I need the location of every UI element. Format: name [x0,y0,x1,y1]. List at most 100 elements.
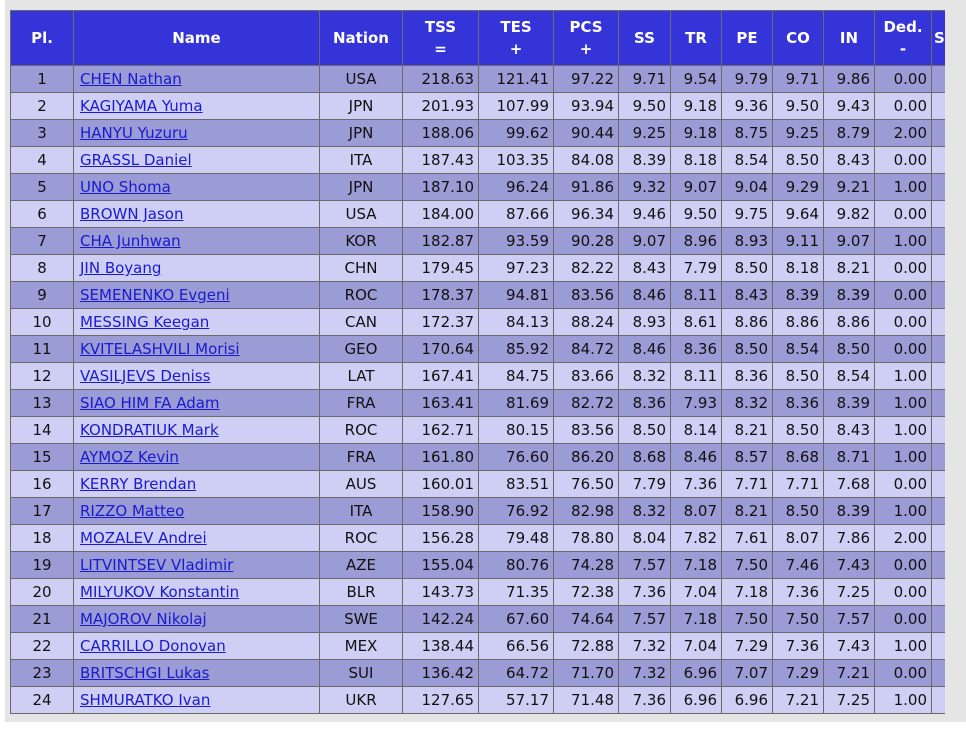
skater-link[interactable]: SIAO HIM FA Adam [80,394,220,412]
in-cell: 8.50 [823,335,875,363]
skater-link[interactable]: KVITELASHVILI Morisi [80,340,240,358]
header-name[interactable]: Name [73,10,320,66]
skater-link[interactable]: MOZALEV Andrei [80,529,207,547]
skater-link[interactable]: BRITSCHGI Lukas [80,664,210,682]
header-tss[interactable]: TSS = [402,10,479,66]
header-deductions[interactable]: Ded. - [874,10,932,66]
rank-cell: 23 [10,659,74,687]
table-row: 7 CHA Junhwan KOR 182.87 93.59 90.28 9.07 8.96 8… [10,227,945,255]
rank-cell: 3 [10,119,74,147]
tss-cell: 188.06 [402,119,479,147]
co-cell: 8.50 [772,362,824,390]
tss-cell: 187.10 [402,173,479,201]
skater-link[interactable]: CHEN Nathan [80,70,182,88]
header-label: PCS [569,18,603,36]
deductions-cell: 0.00 [874,659,932,687]
cut-off-cell [930,254,945,282]
pe-cell: 8.21 [721,416,773,444]
rank-cell: 7 [10,227,74,255]
pcs-cell: 82.98 [553,497,619,525]
ss-cell: 7.32 [618,632,671,660]
skater-link[interactable]: AYMOZ Kevin [80,448,179,466]
header-nation[interactable]: Nation [319,10,403,66]
skater-link[interactable]: LITVINTSEV Vladimir [80,556,234,574]
tss-cell: 155.04 [402,551,479,579]
rank-cell: 24 [10,686,74,714]
table-row: 9 SEMENENKO Evgeni ROC 178.37 94.81 83.56 8.46… [10,281,945,309]
tr-cell: 7.79 [670,254,722,282]
deductions-cell: 0.00 [874,470,932,498]
name-cell: KAGIYAMA Yuma [73,92,320,120]
ss-cell: 8.32 [618,362,671,390]
skater-link[interactable]: MILYUKOV Konstantin [80,583,240,601]
skater-link[interactable]: UNO Shoma [80,178,171,196]
skater-link[interactable]: GRASSL Daniel [80,151,192,169]
co-cell: 8.39 [772,281,824,309]
in-cell: 9.07 [823,227,875,255]
rank-cell: 15 [10,443,74,471]
co-cell: 7.71 [772,470,824,498]
tes-cell: 81.69 [478,389,554,417]
nation-cell: USA [319,65,403,93]
skater-link[interactable]: KAGIYAMA Yuma [80,97,203,115]
in-cell: 8.86 [823,308,875,336]
tr-cell: 8.11 [670,281,722,309]
tr-cell: 8.61 [670,308,722,336]
tr-cell: 9.18 [670,92,722,120]
header-pe[interactable]: PE [721,10,773,66]
cut-off-cell [930,443,945,471]
skater-link[interactable]: HANYU Yuzuru [80,124,188,142]
tss-cell: 127.65 [402,686,479,714]
rank-cell: 19 [10,551,74,579]
tes-cell: 103.35 [478,146,554,174]
nation-cell: SUI [319,659,403,687]
cut-off-cell [930,146,945,174]
co-cell: 8.54 [772,335,824,363]
in-cell: 9.43 [823,92,875,120]
skater-link[interactable]: MAJOROV Nikolaj [80,610,207,628]
skater-link[interactable]: CHA Junhwan [80,232,181,250]
tr-cell: 8.11 [670,362,722,390]
in-cell: 7.25 [823,578,875,606]
header-ss[interactable]: SS [618,10,671,66]
co-cell: 9.11 [772,227,824,255]
header-tr[interactable]: TR [670,10,722,66]
name-cell: SIAO HIM FA Adam [73,389,320,417]
skater-link[interactable]: VASILJEVS Deniss [80,367,211,385]
header-operator: + [509,40,523,58]
tes-cell: 93.59 [478,227,554,255]
ss-cell: 8.93 [618,308,671,336]
name-cell: MESSING Keegan [73,308,320,336]
tes-cell: 79.48 [478,524,554,552]
skater-link[interactable]: KERRY Brendan [80,475,197,493]
header-in[interactable]: IN [823,10,875,66]
skater-link[interactable]: BROWN Jason [80,205,184,223]
table-row: 2 KAGIYAMA Yuma JPN 201.93 107.99 93.94 9.50 9.… [10,92,945,120]
co-cell: 7.50 [772,605,824,633]
skater-link[interactable]: JIN Boyang [80,259,162,277]
skater-link[interactable]: KONDRATIUK Mark [80,421,219,439]
cut-off-cell [930,362,945,390]
skater-link[interactable]: SHMURATKO Ivan [80,691,211,709]
rank-cell: 22 [10,632,74,660]
header-tes[interactable]: TES + [478,10,554,66]
co-cell: 9.25 [772,119,824,147]
skater-link[interactable]: MESSING Keegan [80,313,210,331]
header-pcs[interactable]: PCS + [553,10,619,66]
name-cell: RIZZO Matteo [73,497,320,525]
in-cell: 8.39 [823,389,875,417]
cut-off-cell [930,200,945,228]
rank-cell: 11 [10,335,74,363]
pe-cell: 8.75 [721,119,773,147]
co-cell: 8.36 [772,389,824,417]
name-cell: CHA Junhwan [73,227,320,255]
nation-cell: FRA [319,389,403,417]
header-place[interactable]: Pl. [10,10,74,66]
skater-link[interactable]: SEMENENKO Evgeni [80,286,230,304]
rank-cell: 4 [10,146,74,174]
rank-cell: 16 [10,470,74,498]
skater-link[interactable]: RIZZO Matteo [80,502,185,520]
nation-cell: FRA [319,443,403,471]
header-co[interactable]: CO [772,10,824,66]
skater-link[interactable]: CARRILLO Donovan [80,637,226,655]
